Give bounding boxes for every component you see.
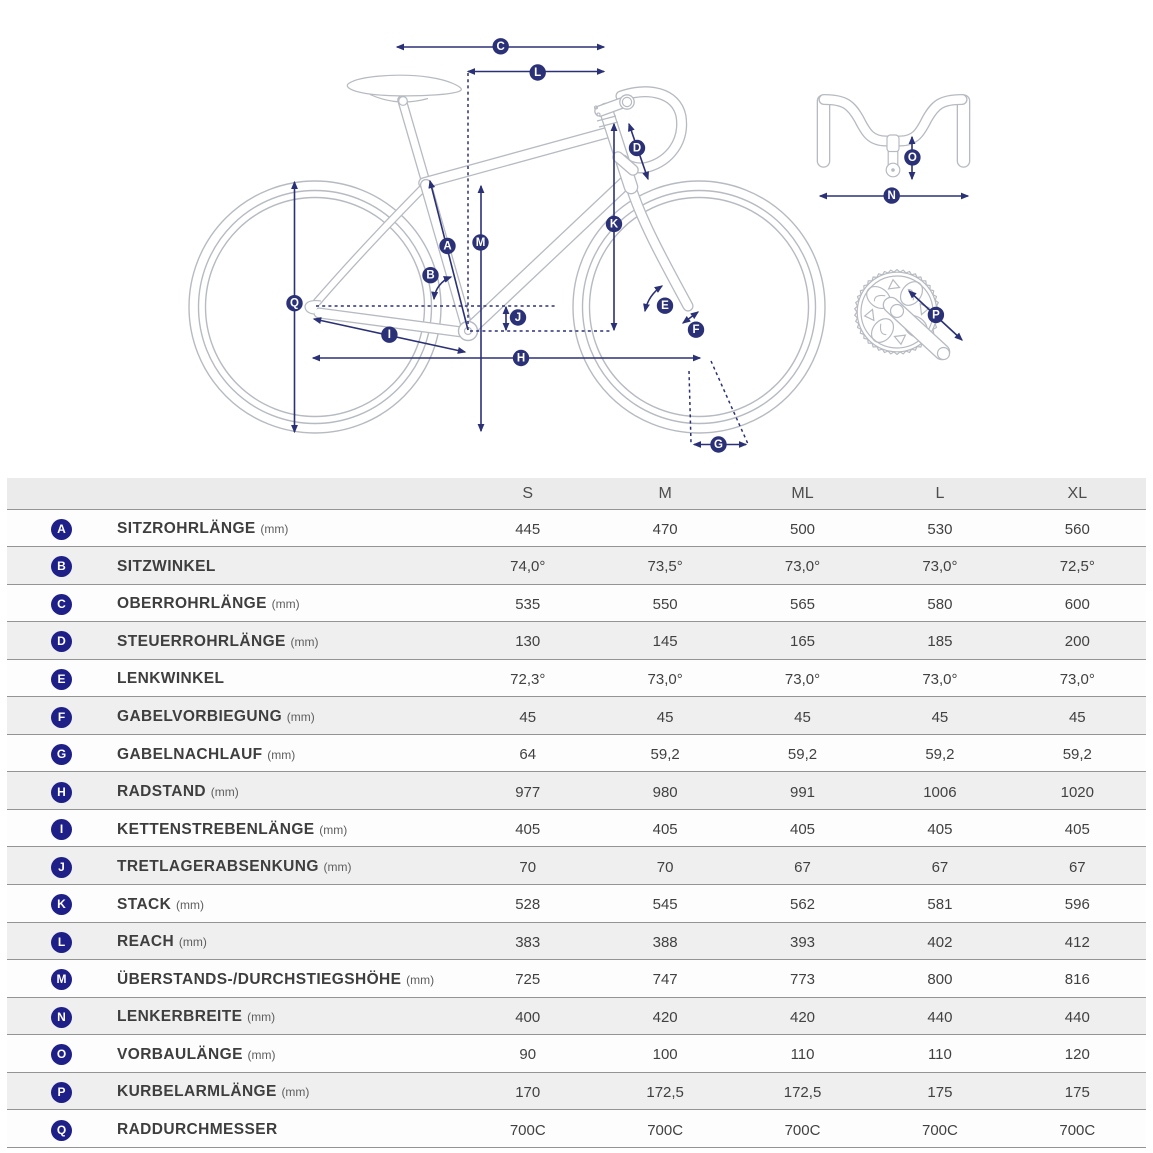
svg-text:G: G <box>714 439 723 451</box>
svg-text:C: C <box>497 41 505 53</box>
svg-text:Q: Q <box>290 298 299 310</box>
svg-text:E: E <box>661 300 669 312</box>
svg-text:O: O <box>908 152 917 164</box>
svg-text:L: L <box>534 67 541 79</box>
svg-text:B: B <box>426 270 434 282</box>
svg-text:F: F <box>692 324 699 336</box>
svg-text:I: I <box>388 329 391 341</box>
svg-text:H: H <box>517 353 525 365</box>
svg-text:J: J <box>515 312 521 324</box>
svg-text:A: A <box>443 241 451 253</box>
svg-text:D: D <box>633 143 641 155</box>
svg-text:N: N <box>888 190 896 202</box>
svg-text:P: P <box>932 309 940 321</box>
svg-text:M: M <box>476 237 486 249</box>
svg-text:K: K <box>610 219 619 231</box>
